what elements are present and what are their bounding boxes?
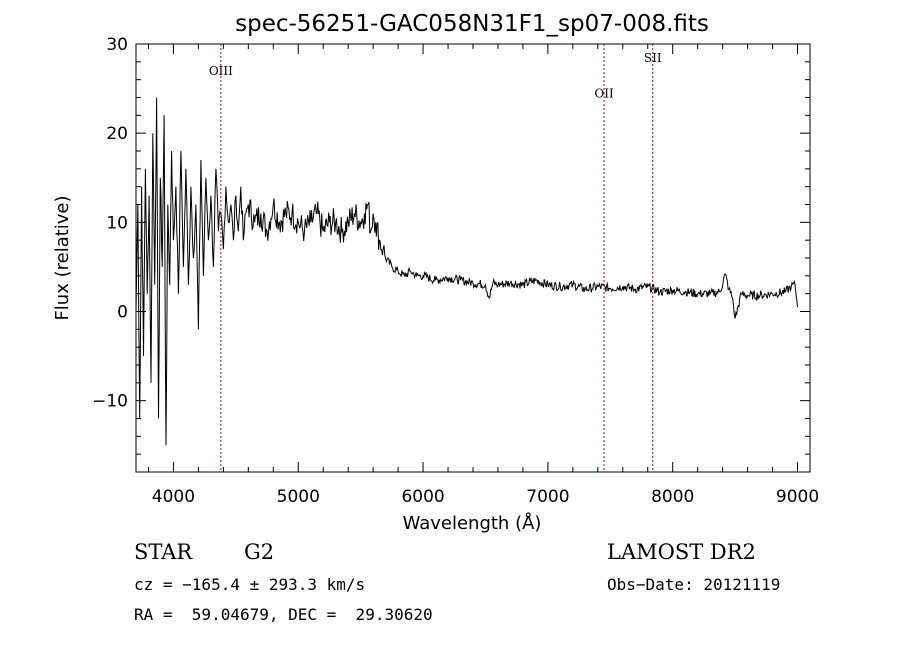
object-subclass: G2 xyxy=(244,540,275,564)
x-tick-label: 6000 xyxy=(401,487,444,507)
y-tick-label: 0 xyxy=(117,303,128,323)
emission-line-label: SII xyxy=(644,51,662,65)
x-tick-label: 5000 xyxy=(277,487,320,507)
x-axis-label: Wavelength (Å) xyxy=(403,512,542,534)
y-tick-label: 20 xyxy=(106,124,128,144)
chart-title: spec-56251-GAC058N31F1_sp07-008.fits xyxy=(235,11,709,37)
emission-line-label: OII xyxy=(594,87,614,101)
spectrum-line xyxy=(135,97,798,446)
x-axis: 4000 5000 6000 7000 8000 9000 xyxy=(147,44,819,507)
x-tick-label: 8000 xyxy=(651,487,694,507)
x-tick-label: 9000 xyxy=(776,487,819,507)
coordinates: RA = 59.04679, DEC = 29.30620 xyxy=(134,605,433,624)
emission-line-label: OIII xyxy=(209,64,233,78)
x-tick-label: 4000 xyxy=(152,487,195,507)
plot-frame xyxy=(135,43,811,473)
object-class: STAR xyxy=(134,540,193,564)
y-tick-label: 10 xyxy=(106,213,128,233)
observation-date: Obs−Date: 20121119 xyxy=(607,575,781,594)
y-tick-label: 30 xyxy=(106,35,128,55)
redshift-velocity: cz = −165.4 ± 293.3 km/s xyxy=(134,575,366,594)
y-axis-label: Flux (relative) xyxy=(52,195,73,320)
survey-name: LAMOST DR2 xyxy=(607,540,756,564)
x-tick-label: 7000 xyxy=(526,487,569,507)
emission-line-markers: OIII OII SII xyxy=(209,44,662,472)
y-tick-label: −10 xyxy=(92,392,128,412)
